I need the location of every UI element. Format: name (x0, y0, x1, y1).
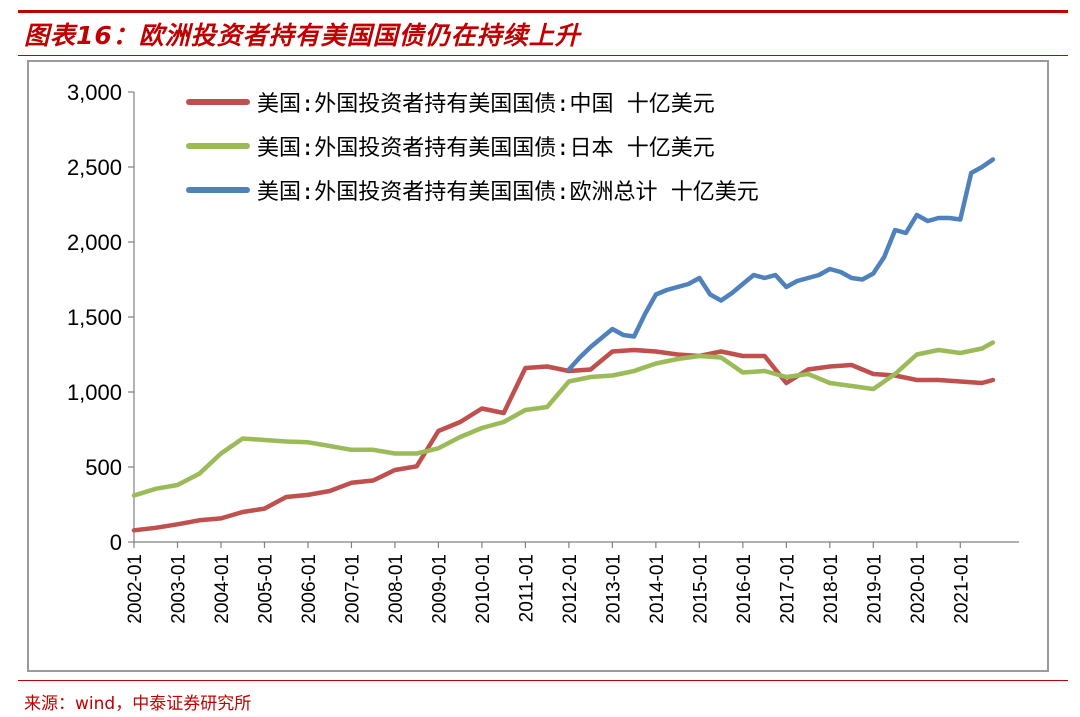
y-tick-label: 2,000 (67, 230, 122, 255)
source-rule (18, 680, 1068, 681)
x-tick-label: 2004-01 (212, 554, 233, 624)
series-line-2 (131, 340, 996, 498)
x-tick-label: 2002-01 (125, 554, 146, 624)
legend-label-1: 美国:外国投资者持有美国国债:中国 十亿美元 (257, 92, 715, 117)
x-tick-label: 2016-01 (734, 554, 755, 624)
y-tick-label: 500 (85, 455, 122, 480)
x-tick-label: 2006-01 (299, 554, 320, 624)
x-tick-label: 2003-01 (168, 554, 189, 624)
title-rule (18, 55, 1068, 56)
y-tick-label: 2,500 (67, 155, 122, 180)
x-tick-label: 2015-01 (690, 554, 711, 624)
x-tick-label: 2008-01 (386, 554, 407, 624)
top-rule (18, 10, 1068, 13)
legend-label-2: 美国:外国投资者持有美国国债:日本 十亿美元 (257, 136, 715, 161)
x-tick-label: 2011-01 (516, 554, 537, 622)
x-tick-label: 2010-01 (473, 554, 494, 624)
x-tick-label: 2019-01 (864, 554, 885, 624)
x-tick-label: 2005-01 (255, 554, 276, 624)
chart-frame: 0 500 1,000 1,500 2,000 2,500 3,000 2002-01 2003… (27, 60, 1049, 672)
legend-label-3: 美国:外国投资者持有美国国债:欧洲总计 十亿美元 (257, 180, 759, 205)
x-tick-label: 2021-01 (951, 554, 972, 624)
y-tick-label: 0 (110, 530, 122, 555)
x-tick-label: 2014-01 (647, 554, 668, 624)
x-tick-label: 2018-01 (821, 554, 842, 624)
series-line-3 (566, 157, 996, 372)
x-tick-label: 2013-01 (603, 554, 624, 624)
x-tick-label: 2007-01 (342, 554, 363, 624)
y-tick-label: 1,500 (67, 305, 122, 330)
x-tick-label: 2009-01 (429, 554, 450, 624)
chart-title: 图表16：欧洲投资者持有美国国债仍在持续上升 (24, 21, 581, 50)
y-tick-label: 3,000 (67, 80, 122, 105)
y-tick-label: 1,000 (67, 380, 122, 405)
x-tick-label: 2012-01 (560, 554, 581, 624)
source-note: 来源：wind，中泰证券研究所 (24, 694, 252, 714)
x-tick-label: 2017-01 (777, 554, 798, 624)
x-tick-label: 2020-01 (908, 554, 929, 624)
line-chart: 0 500 1,000 1,500 2,000 2,500 3,000 2002-01 2003… (67, 80, 1019, 624)
